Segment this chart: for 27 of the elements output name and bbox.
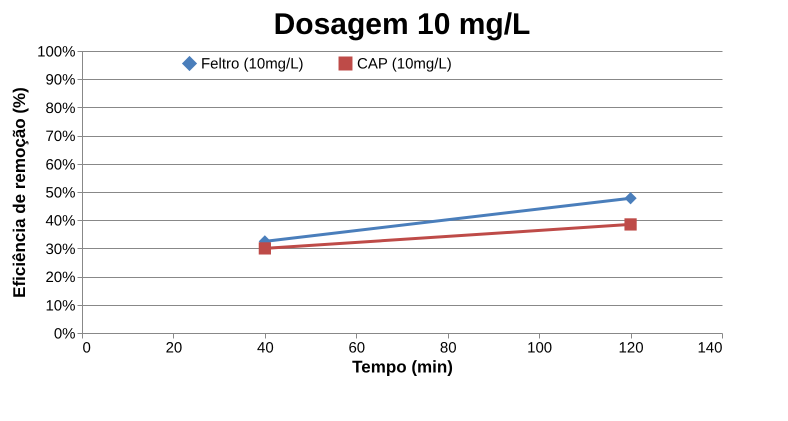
- y-tick-label: 50%: [45, 184, 76, 202]
- point: [258, 242, 271, 255]
- y-tick-label: 0%: [54, 326, 76, 342]
- y-tick-label: 10%: [45, 297, 76, 314]
- y-tick-label: 20%: [45, 269, 76, 286]
- y-tick-label: 60%: [45, 156, 76, 174]
- y-tick-label: 100%: [37, 44, 76, 60]
- x-tick-label: 140: [697, 340, 722, 356]
- y-tick-label: 70%: [45, 128, 76, 146]
- x-tick-label: 120: [618, 340, 644, 356]
- point: [624, 218, 637, 231]
- x-tick-label: 60: [348, 340, 366, 356]
- legend-label: CAP (10mg/L): [357, 56, 452, 73]
- x-tick-label: 100: [527, 340, 552, 356]
- y-tick-label: 30%: [45, 240, 76, 258]
- point: [624, 192, 637, 204]
- x-axis-title: Tempo (min): [352, 358, 453, 376]
- x-tick-label: 0: [82, 340, 91, 356]
- x-tick-label: 80: [440, 340, 457, 356]
- chart-title: Dosagem 10 mg/L: [274, 8, 530, 41]
- legend-label: Feltro (10mg/L): [201, 56, 304, 73]
- x-tick-label: 40: [257, 340, 274, 356]
- y-axis-title: Eficiência de remoção (%): [10, 87, 30, 298]
- x-tick-label: 20: [166, 340, 182, 356]
- y-tick-label: 40%: [45, 212, 76, 230]
- y-tick-label: 80%: [45, 100, 76, 117]
- y-tick-label: 90%: [45, 72, 76, 89]
